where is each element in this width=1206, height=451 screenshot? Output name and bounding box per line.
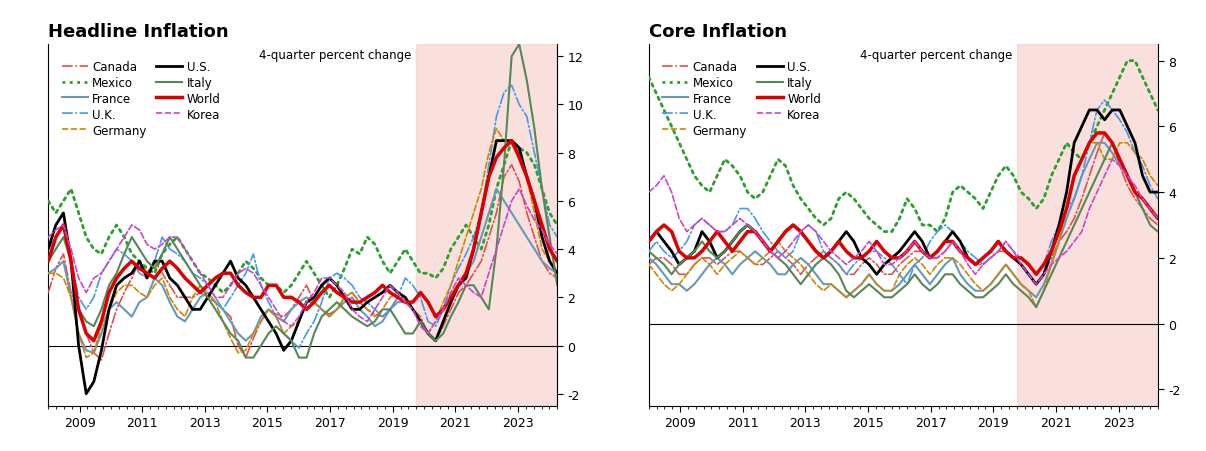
Text: Core Inflation: Core Inflation xyxy=(649,23,786,41)
Text: 4-quarter percent change: 4-quarter percent change xyxy=(860,49,1012,62)
Text: 4-quarter percent change: 4-quarter percent change xyxy=(259,49,411,62)
Bar xyxy=(1017,45,1158,406)
Legend: Canada, Mexico, France, U.K., Germany, U.S., Italy, World, Korea: Canada, Mexico, France, U.K., Germany, U… xyxy=(660,58,824,139)
Bar xyxy=(416,45,557,406)
Legend: Canada, Mexico, France, U.K., Germany, U.S., Italy, World, Korea: Canada, Mexico, France, U.K., Germany, U… xyxy=(59,58,223,139)
Text: Headline Inflation: Headline Inflation xyxy=(48,23,229,41)
